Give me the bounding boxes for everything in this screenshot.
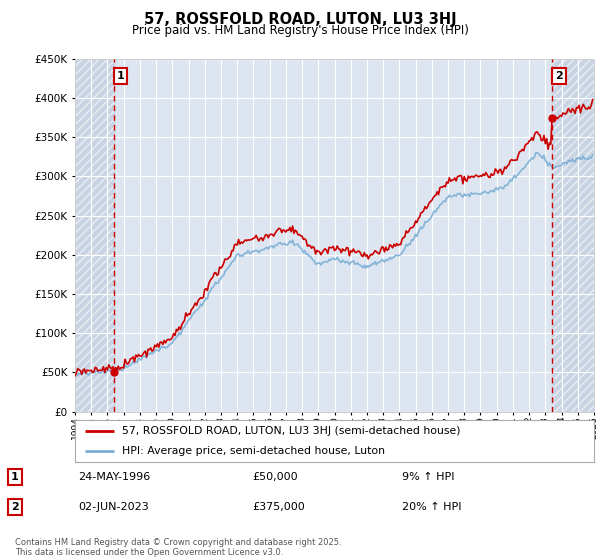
Text: 1: 1 (117, 71, 125, 81)
Bar (75, 59, 113, 412)
Text: £50,000: £50,000 (252, 472, 298, 482)
Text: 1: 1 (11, 472, 19, 482)
Text: 9% ↑ HPI: 9% ↑ HPI (402, 472, 455, 482)
Text: HPI: Average price, semi-detached house, Luton: HPI: Average price, semi-detached house,… (122, 446, 385, 456)
Text: 57, ROSSFOLD ROAD, LUTON, LU3 3HJ (semi-detached house): 57, ROSSFOLD ROAD, LUTON, LU3 3HJ (semi-… (122, 426, 460, 436)
Text: 2: 2 (11, 502, 19, 512)
Text: 24-MAY-1996: 24-MAY-1996 (78, 472, 150, 482)
Text: 02-JUN-2023: 02-JUN-2023 (78, 502, 149, 512)
Bar (75, 59, 113, 412)
Bar (552, 59, 594, 412)
Bar (552, 59, 594, 412)
Text: Contains HM Land Registry data © Crown copyright and database right 2025.
This d: Contains HM Land Registry data © Crown c… (15, 538, 341, 557)
Text: £375,000: £375,000 (252, 502, 305, 512)
Text: Price paid vs. HM Land Registry's House Price Index (HPI): Price paid vs. HM Land Registry's House … (131, 24, 469, 37)
Text: 20% ↑ HPI: 20% ↑ HPI (402, 502, 461, 512)
Text: 57, ROSSFOLD ROAD, LUTON, LU3 3HJ: 57, ROSSFOLD ROAD, LUTON, LU3 3HJ (143, 12, 457, 27)
Text: 2: 2 (555, 71, 563, 81)
